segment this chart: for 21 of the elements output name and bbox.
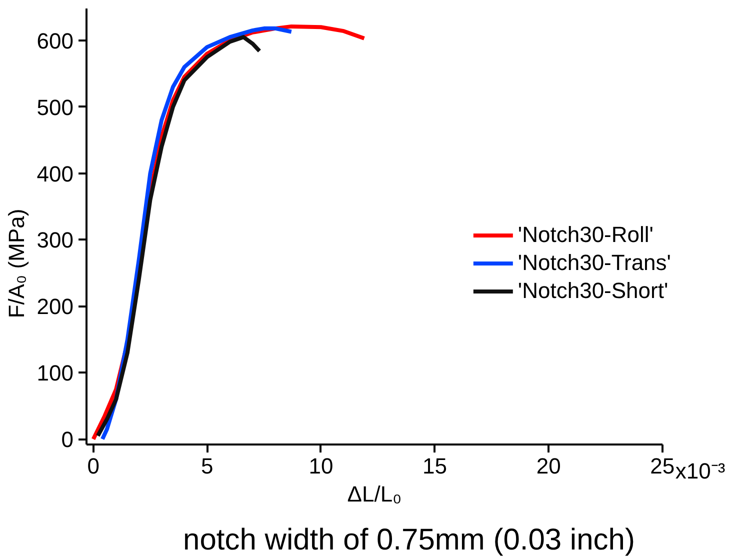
x-tick-label: 15 — [422, 453, 448, 478]
x-tick-label: 5 — [201, 453, 214, 478]
line-series — [96, 35, 262, 438]
y-tick-label: 500 — [36, 94, 74, 120]
x-tick-label: 25 — [650, 453, 675, 478]
legend-label: 'Notch30-Short' — [518, 278, 668, 304]
legend-label: 'Notch30-Trans' — [518, 250, 671, 276]
text: x10⁻³ — [675, 458, 726, 484]
y-tick-label: 100 — [36, 360, 74, 386]
y-tick-label: 400 — [36, 161, 74, 186]
y-tick-label: 600 — [36, 28, 74, 54]
x-tick-label: 0 — [87, 453, 100, 478]
y-tick-label: 300 — [36, 228, 74, 253]
text: notch width of 0.75mm (0.03 inch) — [183, 524, 635, 556]
x-tick-label: 20 — [536, 453, 561, 478]
legend-label: 'Notch30-Roll' — [518, 222, 654, 248]
x-tick-label: 10 — [308, 453, 334, 478]
y-tick-label: 200 — [36, 294, 74, 320]
y-axis-title: F/A₀ (MPa) — [4, 208, 29, 318]
x-axis-title: ΔL/L₀ — [347, 482, 402, 506]
y-tick-label: 0 — [61, 427, 74, 452]
